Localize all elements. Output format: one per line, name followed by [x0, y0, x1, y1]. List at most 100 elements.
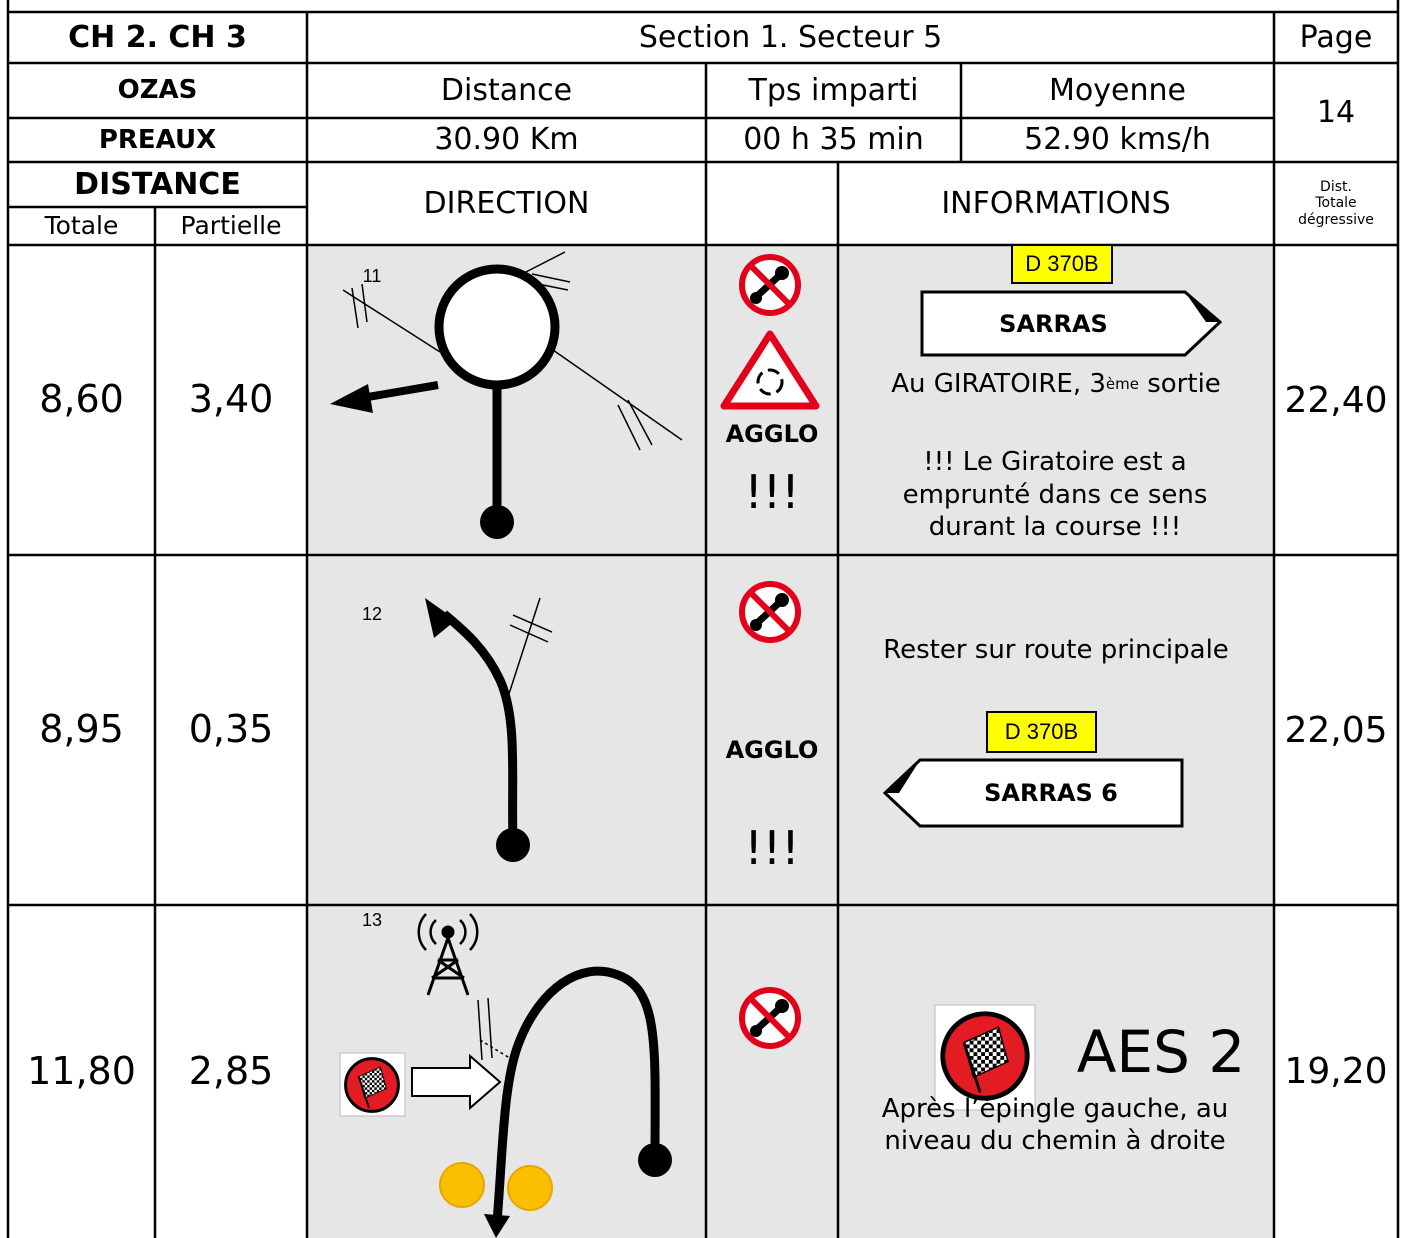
roundabout-diagram-part — [330, 384, 373, 413]
road-number: D 370B — [1004, 719, 1079, 745]
hairpin-diagram-part — [417, 913, 479, 951]
page-number: 14 — [1316, 94, 1356, 130]
fork-diagram-part — [496, 828, 530, 862]
instruction-text: sortie — [1138, 369, 1221, 400]
start-place: OZAS — [117, 75, 198, 106]
sign-destination: SARRAS 6 — [984, 779, 1118, 807]
total-distance: 8,95 — [39, 707, 124, 752]
fork-diagram-part — [512, 614, 553, 633]
roundabout-diagram-part — [434, 264, 560, 390]
direction-sign — [920, 244, 1223, 357]
direction-sign-part — [882, 758, 1184, 828]
direction-sign-part — [885, 760, 920, 793]
stat-label: Distance — [440, 72, 573, 108]
column-header: DIRECTION — [423, 185, 590, 221]
aes-label: AES 2 — [1076, 1018, 1246, 1087]
roundabout-diagram-part — [531, 273, 571, 283]
stage-title: CH 2. CH 3 — [68, 19, 247, 55]
total-distance: 11,80 — [27, 1048, 136, 1093]
column-header: DISTANCE — [74, 166, 241, 202]
partial-distance: 3,40 — [188, 377, 274, 422]
aes-icon — [934, 1004, 1036, 1111]
step-number: 13 — [361, 909, 383, 930]
fork-diagram-part — [506, 597, 541, 701]
roundabout-diagram-part — [361, 283, 368, 323]
agglo-label: AGGLO — [725, 420, 819, 448]
instruction: Rester sur route principale — [883, 634, 1229, 665]
roundabout-diagram-part — [342, 289, 441, 353]
hairpin-diagram-part — [492, 966, 660, 1223]
hairpin-diagram — [411, 913, 672, 1238]
fork-diagram-part — [425, 598, 456, 638]
no-assistance-icon — [742, 257, 798, 313]
note: !!! Le Giratoire est a emprunté dans ce … — [902, 447, 1208, 543]
hairpin-diagram-part — [507, 1165, 553, 1211]
hairpin-diagram-part — [411, 1053, 502, 1111]
stat-value: 00 h 35 min — [743, 122, 924, 158]
roundabout-diagram-part — [361, 381, 439, 402]
total-distance: 8,60 — [39, 377, 124, 422]
roundabout-diagram-part — [351, 287, 359, 329]
column-header: Dist. Totale dégressive — [1274, 162, 1398, 245]
column-header: Partielle — [180, 211, 282, 241]
header-line: dégressive — [1298, 211, 1374, 228]
header-line: Totale — [1315, 195, 1357, 212]
hairpin-diagram-part — [479, 1039, 514, 1061]
remaining-distance: 19,20 — [1284, 1051, 1388, 1092]
hairpin-diagram-part — [484, 1214, 510, 1238]
page-label: Page — [1299, 19, 1373, 55]
hairpin-diagram-part — [426, 937, 470, 996]
roundabout-diagram-part — [627, 399, 653, 446]
roundabout-diagram-part — [519, 251, 566, 276]
no-assistance-icon — [742, 584, 798, 640]
step-number: 12 — [361, 603, 383, 624]
sign-destination: SARRAS — [999, 309, 1108, 338]
no-assistance-icon — [742, 990, 798, 1046]
fork-diagram — [425, 597, 553, 862]
column-header: INFORMATIONS — [941, 185, 1171, 221]
instruction-superscript: ème — [1105, 375, 1139, 394]
partial-distance: 0,35 — [188, 707, 274, 752]
section-title: Section 1. Secteur 5 — [638, 19, 943, 55]
stat-label: Tps imparti — [748, 72, 919, 108]
instruction: Après l’épingle gauche, au niveau du che… — [881, 1093, 1229, 1157]
hairpin-diagram-part — [441, 925, 455, 939]
agglo-label: AGGLO — [725, 736, 819, 764]
warning-mark: !!! — [744, 821, 800, 876]
roundabout-diagram-part — [480, 505, 514, 539]
stat-value: 30.90 Km — [434, 122, 579, 158]
partial-distance: 2,85 — [188, 1048, 274, 1093]
direction-sign-part — [986, 711, 1097, 753]
aes-icon-small — [339, 1052, 406, 1117]
hairpin-diagram-part — [477, 999, 483, 1061]
road-number: D 370B — [1025, 251, 1099, 277]
aes-icon-small-part — [344, 1057, 400, 1113]
hairpin-diagram-part — [638, 1143, 672, 1177]
remaining-distance: 22,40 — [1284, 379, 1388, 421]
warning-mark: !!! — [744, 465, 800, 520]
remaining-distance: 22,05 — [1284, 709, 1388, 751]
roundabout-diagram-part — [552, 349, 683, 441]
stat-label: Moyenne — [1049, 72, 1186, 108]
stat-value: 52.90 kms/h — [1024, 122, 1211, 158]
hairpin-diagram-part — [487, 997, 493, 1059]
roundabout-diagram-part — [617, 404, 641, 451]
roundabout-diagram — [330, 251, 683, 539]
header-line: Dist. — [1320, 179, 1352, 196]
roundabout-warning-sign-part — [756, 368, 784, 396]
step-number: 11 — [362, 265, 382, 286]
fork-diagram-part — [441, 610, 518, 843]
direction-sign-part — [1185, 292, 1220, 322]
table-grid — [6, 0, 1400, 1238]
direction-sign — [882, 711, 1184, 828]
direction-sign-part — [920, 290, 1223, 357]
instruction-text: Au GIRATOIRE, 3 — [891, 369, 1106, 400]
hairpin-diagram-part — [439, 1162, 485, 1208]
instruction: Au GIRATOIRE, 3 ème sortie — [838, 362, 1274, 407]
end-place: PREAUX — [98, 124, 217, 155]
fork-diagram-part — [509, 624, 549, 643]
roundabout-warning-sign — [720, 330, 820, 410]
column-header: Totale — [44, 211, 119, 241]
